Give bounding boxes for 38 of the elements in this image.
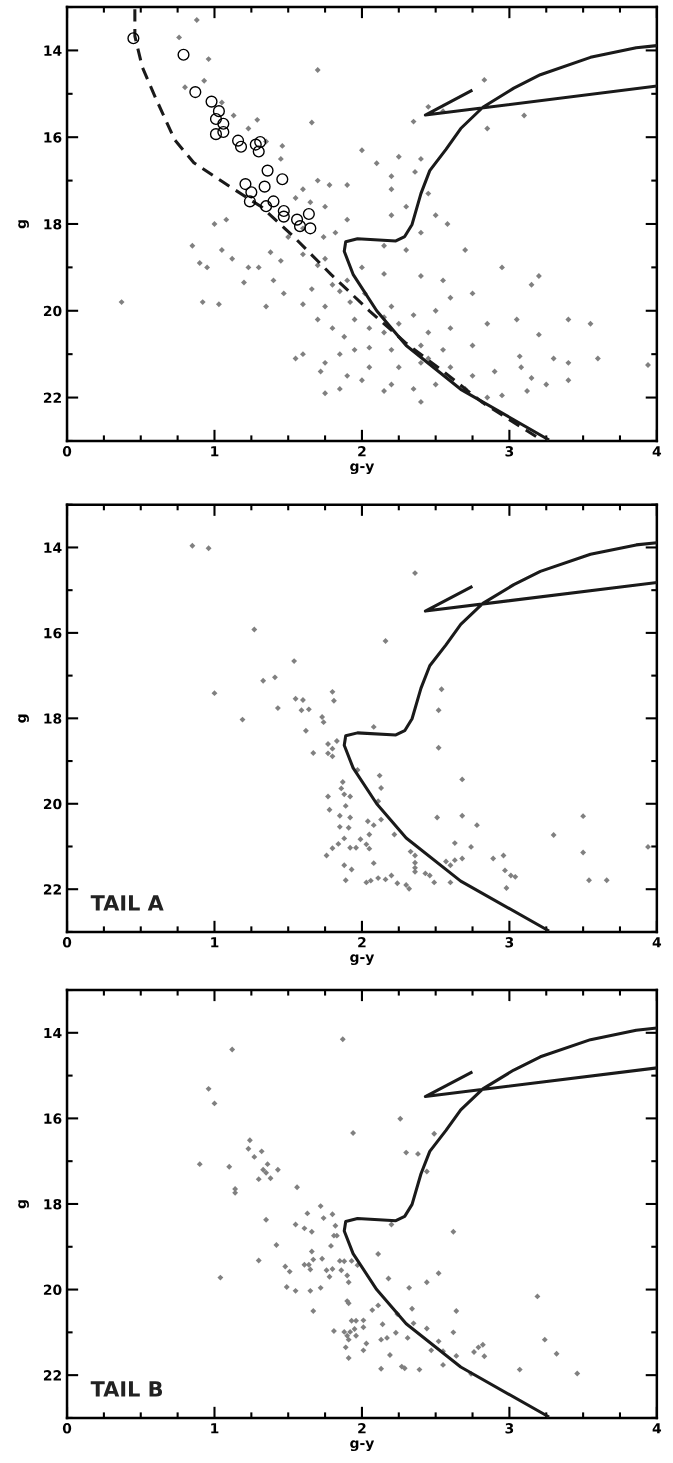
x-tick-label: 3 [505,1423,514,1434]
x-tick-label: 2 [358,1423,366,1434]
x-tick-label: 4 [652,937,662,948]
x-axis-title: g-y [350,1440,375,1452]
annotation: TAIL A [90,895,164,911]
y-tick-label: 16 [44,1113,62,1124]
x-tick-label: 1 [211,446,219,457]
x-tick-label: 4 [652,1423,662,1434]
x-tick-label: 0 [62,937,72,948]
y-tick-label: 18 [44,218,62,230]
y-tick-label: 22 [43,1370,61,1381]
annotation: TAIL B [90,1381,163,1397]
x-axis-title: g-y [350,463,375,475]
y-tick-label: 18 [44,713,62,724]
x-tick-label: 2 [358,937,366,948]
y-tick-label: 18 [44,1198,62,1210]
x-tick-label: 0 [62,446,72,457]
x-tick-label: 0 [62,1423,72,1434]
y-tick-label: 14 [44,1027,62,1039]
x-tick-label: 3 [505,937,514,948]
y-axis-title: g [18,1200,29,1209]
y-tick-label: 16 [44,627,62,639]
x-tick-label: 1 [211,1423,219,1434]
y-tick-label: 22 [43,884,61,895]
y-tick-label: 16 [44,132,62,143]
y-tick-label: 20 [43,798,62,810]
x-axis-title: g-y [350,954,375,966]
y-axis-title: g [18,220,29,229]
y-tick-label: 14 [44,45,62,56]
y-tick-label: 20 [43,305,62,317]
y-tick-label: 20 [43,1284,62,1296]
x-tick-label: 4 [652,446,662,457]
x-tick-label: 3 [505,446,514,457]
y-tick-label: 22 [43,392,61,403]
y-tick-label: 14 [44,542,62,553]
y-axis-title: g [18,714,29,723]
x-tick-label: 1 [211,937,219,948]
x-tick-label: 2 [358,446,366,457]
